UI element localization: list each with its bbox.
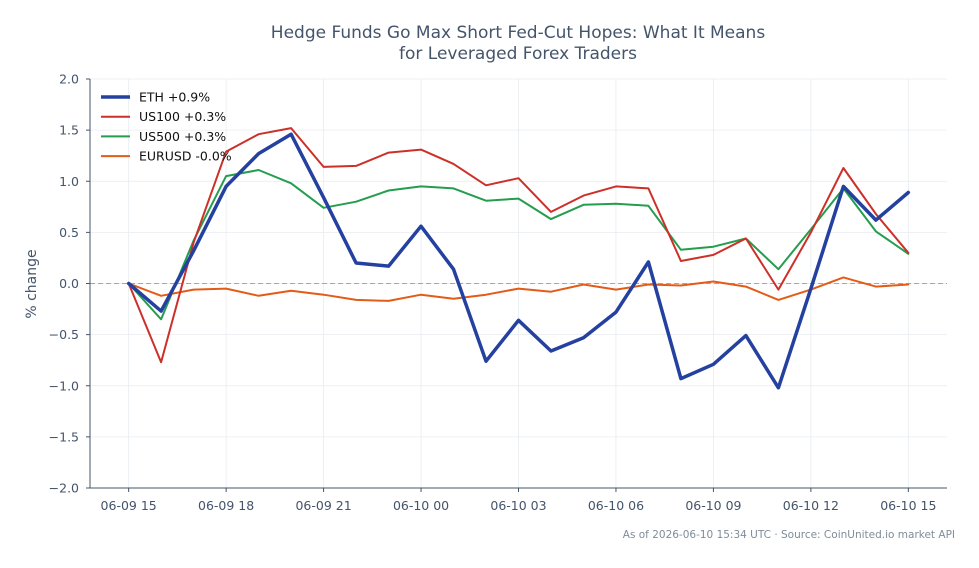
x-tick-label: 06-10 06 <box>588 498 644 513</box>
y-tick-label: 0.0 <box>59 276 79 291</box>
y-tick-label: 2.0 <box>59 72 79 87</box>
chart-title-line2: for Leveraged Forex Traders <box>399 44 637 64</box>
x-tick-label: 06-10 15 <box>880 498 936 513</box>
legend-label: US500 +0.3% <box>139 129 226 144</box>
x-tick-label: 06-10 00 <box>393 498 449 513</box>
x-tick-label: 06-10 09 <box>685 498 741 513</box>
y-tick-label: 0.5 <box>59 225 79 240</box>
footer-note: As of 2026-06-10 15:34 UTC · Source: Coi… <box>623 529 955 541</box>
x-tick-label: 06-10 12 <box>783 498 839 513</box>
y-tick-label: −0.5 <box>49 327 79 342</box>
x-tick-label: 06-09 21 <box>295 498 351 513</box>
x-tick-label: 06-09 18 <box>198 498 254 513</box>
chart-title-line1: Hedge Funds Go Max Short Fed-Cut Hopes: … <box>271 23 766 43</box>
legend-label: EURUSD -0.0% <box>139 149 232 164</box>
legend-label: ETH +0.9% <box>139 90 210 105</box>
x-tick-label: 06-10 03 <box>490 498 546 513</box>
series-line-0 <box>126 132 911 390</box>
x-tick-labels: 06-09 15 06-09 18 06-09 21 06-10 00 06-10 03… <box>101 488 936 513</box>
legend: ETH +0.9% US100 +0.3% US500 +0.3% EURUSD -0… <box>101 90 232 164</box>
y-axis-label: % change <box>24 249 40 318</box>
x-tick-label: 06-09 15 <box>101 498 157 513</box>
legend-label: US100 +0.3% <box>139 109 226 124</box>
y-tick-label: −1.0 <box>49 378 79 393</box>
series-lines <box>126 127 911 390</box>
y-tick-labels: 2.0 1.5 1.0 0.5 0.0 −0.5 −1.0 −1.5 −2.0 <box>49 72 90 496</box>
y-tick-label: 1.5 <box>59 123 79 138</box>
series-line-1 <box>127 127 910 364</box>
series-line-2 <box>127 169 910 321</box>
series-line-3 <box>127 276 910 302</box>
y-tick-label: −2.0 <box>49 481 79 496</box>
y-tick-label: 1.0 <box>59 174 79 189</box>
y-tick-label: −1.5 <box>49 429 79 444</box>
